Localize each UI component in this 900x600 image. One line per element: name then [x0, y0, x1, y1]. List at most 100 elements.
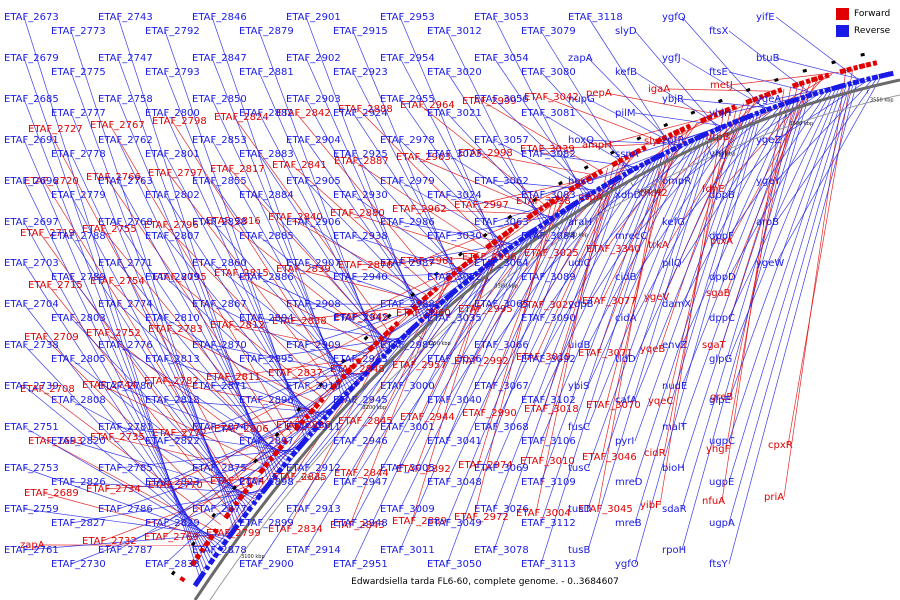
reverse-gene-label: ETAF_3083 [521, 190, 576, 201]
reverse-gene-label: fusC [568, 422, 590, 433]
reverse-connector [399, 237, 525, 346]
reverse-connector [634, 123, 732, 196]
reverse-gene-label: ETAF_3057 [474, 135, 529, 146]
forward-connector [729, 71, 839, 86]
reverse-gene-label: ETAF_2730 [51, 559, 106, 570]
forward-gene-label: ETAF_2845 [338, 416, 393, 427]
gene-feature [853, 64, 859, 71]
gene-feature [507, 243, 515, 251]
reverse-gene-label: ETAF_2945 [333, 395, 388, 406]
reverse-connector [540, 155, 661, 442]
gene-feature [573, 199, 580, 207]
forward-connector [349, 266, 463, 370]
gene-feature [709, 128, 715, 135]
black-feature [211, 512, 217, 518]
reverse-gene-label: ETAF_3053 [474, 12, 529, 23]
black-feature [717, 98, 723, 104]
gene-feature [858, 63, 866, 70]
reverse-gene-label: yifE [756, 12, 775, 23]
forward-gene-label: ETAF_3045 [578, 504, 633, 515]
reverse-gene-label: ETAF_3035 [427, 313, 482, 324]
reverse-gene-label: ETAF_2906 [286, 217, 341, 228]
reverse-connector [305, 289, 457, 551]
reverse-gene-label: ETAF_2955 [380, 94, 435, 105]
forward-gene-label: ETAF_2836 [276, 420, 331, 431]
reverse-connector [728, 82, 854, 524]
forward-gene-label: ygeV [644, 292, 669, 303]
reverse-connector [681, 99, 796, 387]
reverse-gene-label: ygfJ [662, 53, 681, 64]
reverse-connector [634, 30, 719, 130]
reverse-gene-label: ETAF_3048 [427, 477, 482, 488]
gene-feature [490, 238, 498, 246]
reverse-gene-label: ETAF_3049 [427, 518, 482, 529]
gene-feature [472, 270, 480, 277]
reverse-gene-label: ETAF_2788 [51, 231, 106, 242]
reverse-connector [446, 201, 579, 524]
reverse-gene-label: ETAF_2909 [286, 340, 341, 351]
forward-gene-label: ETAF_3018 [524, 404, 579, 415]
gene-feature [257, 466, 266, 475]
gene-feature [751, 95, 759, 103]
forward-gene-label: ETAF_2816 [206, 216, 261, 227]
reverse-connector [211, 372, 367, 387]
forward-connector [171, 120, 340, 382]
reverse-gene-label: ompR [662, 176, 691, 187]
reverse-gene-label: ETAF_2953 [380, 12, 435, 23]
gene-feature [212, 528, 220, 535]
gene-feature [859, 77, 866, 84]
reverse-gene-label: ftsY [709, 559, 728, 570]
reverse-gene-label: yhjJ [709, 149, 727, 160]
reverse-gene-label: tusC [568, 463, 590, 474]
forward-gene-label: igaA [648, 84, 670, 95]
gene-feature [282, 438, 289, 445]
reverse-gene-label: ETAF_2954 [380, 53, 435, 64]
reverse-gene-label: ETAF_3081 [521, 108, 576, 119]
gene-feature [246, 482, 254, 489]
tick-label: 3150 kbp [301, 476, 325, 482]
gene-feature [460, 261, 469, 269]
reverse-gene-label: ETAF_2912 [286, 463, 341, 474]
gene-feature [717, 108, 726, 116]
gene-feature [242, 487, 250, 495]
gene-feature [558, 207, 567, 216]
reverse-connector [634, 112, 759, 524]
forward-connector [43, 336, 226, 519]
reverse-gene-label: ETAF_3032 [427, 272, 482, 283]
gene-feature [280, 461, 288, 469]
reverse-gene-label: ETAF_2915 [333, 26, 388, 37]
gene-feature [433, 303, 441, 310]
gene-feature [638, 161, 645, 169]
reverse-connector [399, 180, 513, 247]
reverse-connector [728, 88, 834, 278]
reverse-gene-label: tldD [615, 354, 636, 365]
reverse-gene-label: ETAF_2704 [4, 299, 59, 310]
reverse-gene-label: ETAF_2914 [286, 545, 341, 556]
gene-feature [207, 557, 216, 566]
reverse-gene-label: ETAF_2802 [145, 190, 200, 201]
forward-connector [43, 180, 241, 499]
gene-feature [237, 517, 244, 525]
forward-gene-label: ETAF_2824 [214, 112, 269, 123]
reverse-gene-label: ETAF_2751 [4, 422, 59, 433]
forward-connector [101, 228, 282, 447]
gene-feature [241, 510, 250, 519]
reverse-connector [117, 180, 280, 472]
reverse-gene-label: ETAF_2871 [192, 381, 247, 392]
gene-feature [272, 449, 280, 458]
forward-connector [419, 217, 528, 262]
reverse-connector [305, 292, 454, 510]
forward-gene-label: ETAF_2997 [454, 200, 509, 211]
reverse-gene-label: uidB [568, 340, 590, 351]
reverse-gene-label: ETAF_2946 [333, 436, 388, 447]
gene-feature [661, 134, 668, 142]
reverse-gene-label: dppF [709, 231, 734, 242]
forward-gene-label: ETAF_2715 [28, 280, 83, 291]
gene-feature [275, 466, 284, 475]
reverse-gene-label: ETAF_3065 [474, 299, 529, 310]
gene-feature [798, 80, 805, 87]
reverse-connector [587, 142, 686, 182]
forward-connector [109, 436, 261, 473]
genome-backbone [193, 78, 900, 600]
gene-feature [496, 234, 503, 242]
